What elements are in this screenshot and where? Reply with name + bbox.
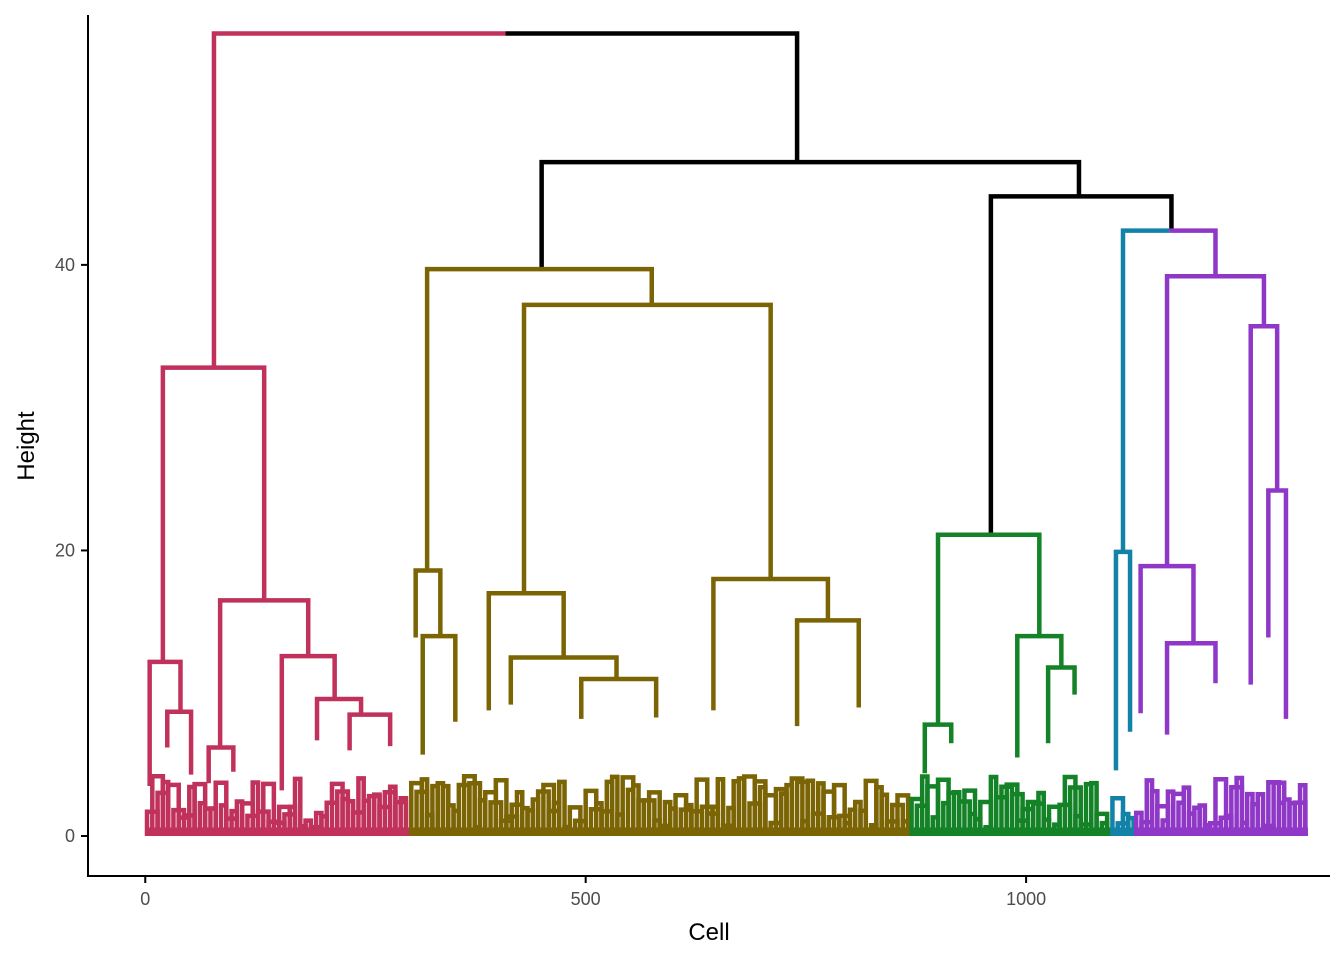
leaf-branch bbox=[1213, 777, 1229, 837]
leaf-cluster-2 bbox=[409, 773, 912, 837]
leaf-branch bbox=[609, 774, 620, 837]
leaf-branch bbox=[1062, 774, 1078, 837]
merge-link bbox=[486, 591, 566, 711]
merge-link bbox=[347, 712, 393, 751]
leaf-cluster-5 bbox=[1133, 775, 1308, 837]
leaf-branch bbox=[1089, 780, 1099, 837]
merge-link bbox=[935, 532, 1042, 725]
merge-link bbox=[420, 633, 458, 755]
x-tick-label: 500 bbox=[571, 889, 601, 909]
leaf-branch bbox=[557, 779, 567, 837]
leaf-branch bbox=[1004, 782, 1020, 837]
merge-link bbox=[1113, 549, 1133, 771]
leaf-baseline bbox=[147, 827, 412, 837]
leaf-branch bbox=[250, 780, 261, 837]
leaf-branch bbox=[1297, 782, 1308, 837]
merge-link bbox=[794, 618, 861, 727]
merge-link bbox=[1164, 274, 1267, 567]
merge-link bbox=[206, 745, 236, 784]
y-ticks: 0 20 40 bbox=[55, 255, 88, 846]
merge-link bbox=[1248, 324, 1280, 685]
merge-link bbox=[508, 655, 619, 705]
merge-link bbox=[165, 709, 194, 775]
merge-link bbox=[279, 653, 337, 791]
y-tick-label: 0 bbox=[65, 826, 75, 846]
merge-link-left bbox=[211, 31, 506, 368]
leaf-baseline bbox=[411, 827, 912, 837]
leaf-cluster-4 bbox=[1110, 795, 1137, 837]
merge-link bbox=[521, 302, 773, 594]
x-tick-label: 1000 bbox=[1006, 889, 1046, 909]
leaf-baseline bbox=[1136, 827, 1308, 837]
leaf-branch bbox=[1126, 815, 1136, 837]
leaf-cluster-1 bbox=[144, 774, 412, 837]
leaf-branch bbox=[419, 777, 430, 837]
leaf-branch bbox=[805, 778, 816, 837]
leaf-branch bbox=[1197, 803, 1208, 837]
merge-link bbox=[1138, 563, 1196, 714]
leaf-branch bbox=[895, 793, 911, 837]
y-tick-label: 40 bbox=[55, 255, 75, 275]
leaf-branch bbox=[789, 776, 805, 837]
x-ticks: 0 500 1000 bbox=[140, 876, 1046, 909]
merge-link bbox=[922, 722, 954, 774]
merge-link-left bbox=[1120, 228, 1170, 552]
leaf-baseline bbox=[1112, 827, 1137, 837]
leaf-branch bbox=[1234, 775, 1245, 837]
merge-link bbox=[1164, 641, 1218, 735]
axes bbox=[87, 15, 1330, 877]
merge-link bbox=[413, 568, 443, 638]
leaf-branch bbox=[1036, 790, 1046, 837]
leaf-baseline bbox=[911, 827, 1113, 837]
dendrogram-branches bbox=[144, 31, 1308, 837]
merge-link bbox=[1045, 665, 1077, 744]
leaf-branch bbox=[879, 792, 890, 837]
leaf-branch bbox=[261, 781, 277, 837]
merge-link bbox=[147, 659, 183, 787]
leaf-branch bbox=[398, 795, 409, 837]
merge-link bbox=[314, 696, 364, 741]
merge-link bbox=[160, 365, 267, 662]
y-axis-title: Height bbox=[13, 411, 40, 481]
leaf-branch bbox=[646, 790, 662, 837]
merge-link-right bbox=[1169, 228, 1218, 277]
leaf-branch bbox=[292, 776, 303, 837]
merge-link bbox=[988, 194, 1174, 535]
merge-link-right bbox=[505, 31, 800, 163]
x-tick-label: 0 bbox=[140, 889, 150, 909]
leaf-branch bbox=[1255, 791, 1266, 837]
merge-link bbox=[711, 576, 831, 711]
merge-link bbox=[1015, 633, 1064, 758]
leaf-branch bbox=[715, 777, 726, 837]
merge-link bbox=[539, 159, 1082, 270]
leaf-branch bbox=[461, 773, 477, 837]
y-tick-label: 20 bbox=[55, 540, 75, 560]
leaf-branch bbox=[831, 782, 847, 837]
merge-link bbox=[217, 598, 311, 748]
merge-link bbox=[579, 676, 659, 719]
x-axis-title: Cell bbox=[688, 919, 729, 946]
merge-link bbox=[1266, 488, 1289, 719]
leaf-cluster-3 bbox=[909, 774, 1113, 837]
leaf-branch bbox=[1067, 785, 1083, 837]
leaf-branch bbox=[493, 778, 509, 837]
merge-link bbox=[424, 266, 654, 571]
